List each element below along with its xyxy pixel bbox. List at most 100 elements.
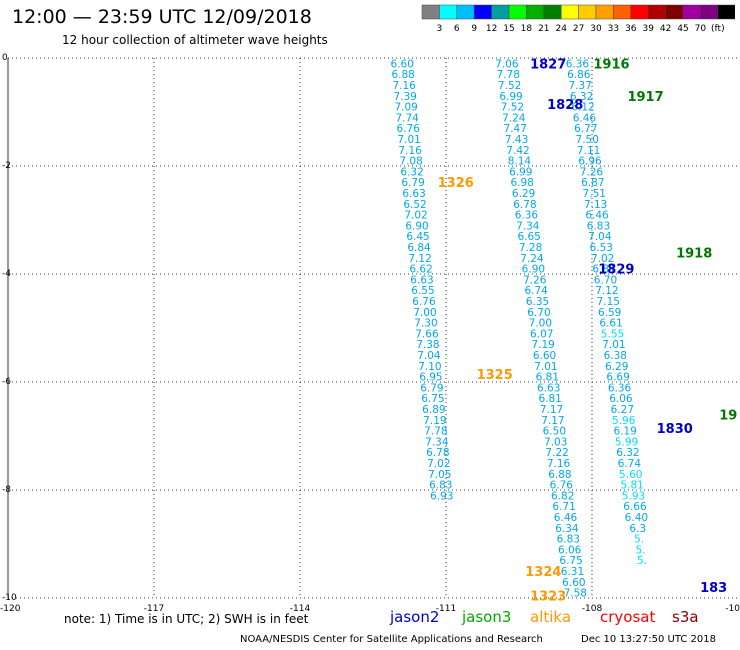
wave-height-value: 6.98: [511, 177, 534, 189]
wave-height-value: 6.36: [566, 58, 590, 70]
wave-height-value: 6.75: [559, 555, 582, 567]
mission-s3a: s3a: [672, 608, 699, 626]
wave-height-value: 6.60: [562, 577, 585, 589]
wave-height-value: 6.63: [402, 188, 425, 200]
wave-height-value: 6.45: [406, 231, 429, 243]
wave-height-value: 6.34: [555, 523, 579, 535]
wave-height-value: 7.13: [584, 199, 607, 211]
colorbar-label: 18: [521, 24, 533, 34]
wave-height-value: 7.02: [404, 210, 427, 222]
wave-height-value: 6.81: [536, 372, 559, 384]
wave-height-value: 7.01: [602, 339, 625, 351]
pass-time-label: 1827: [530, 57, 566, 72]
wave-height-value: 7.02: [427, 458, 450, 470]
wave-height-value: 6.90: [522, 264, 545, 276]
wave-height-value: 8.14: [508, 156, 532, 168]
wave-height-value: 6.95: [419, 372, 442, 384]
y-tick-label: -4: [2, 269, 11, 279]
wave-height-value: 6.06: [558, 544, 582, 556]
wave-height-value: 6.87: [581, 177, 604, 189]
colorbar-label: 42: [660, 24, 671, 34]
wave-height-value: 7.24: [520, 253, 544, 265]
wave-height-value: 7.04: [417, 350, 441, 362]
wave-height-value: 7.26: [580, 166, 604, 178]
colorbar-label: 9: [471, 24, 477, 34]
pass-time-label: 183: [700, 581, 727, 596]
wave-height-value: 6.36: [515, 210, 539, 222]
y-tick-label: -6: [2, 377, 11, 387]
y-tick-label: 0: [2, 53, 8, 63]
wave-height-value: 7.00: [413, 307, 436, 319]
wave-height-value: 7.15: [597, 296, 620, 308]
wave-height-value: 5.60: [619, 469, 642, 481]
wave-height-value: 6.74: [524, 285, 548, 297]
wave-height-value: 6.32: [570, 91, 593, 103]
wave-height-value: 7.43: [505, 134, 528, 146]
mission-cryosat: cryosat: [600, 608, 656, 626]
wave-height-value: 7.30: [414, 318, 437, 330]
y-tick-label: -2: [2, 161, 11, 171]
wave-height-value: 7.19: [531, 339, 554, 351]
wave-height-value: 6.74: [618, 458, 642, 470]
wave-height-value: 6.3: [629, 523, 646, 535]
pass-time-label: 1829: [598, 263, 634, 278]
wave-height-value: 6.86: [567, 69, 591, 81]
wave-height-value: 7.52: [498, 80, 521, 92]
wave-height-value: 7.50: [576, 134, 599, 146]
wave-height-value: 7.19: [423, 415, 446, 427]
wave-height-value: 6.79: [401, 177, 424, 189]
wave-height-value: 6.19: [613, 426, 636, 438]
wave-height-value: 7.28: [519, 242, 542, 254]
chart-subtitle: 12 hour collection of altimeter wave hei…: [62, 33, 328, 47]
colorbar-label: 45: [677, 24, 688, 34]
wave-height-value: 7.24: [502, 112, 526, 124]
wave-height-value: 7.01: [397, 134, 420, 146]
wave-height-value: 7.38: [416, 339, 439, 351]
wave-height-value: 7.26: [523, 274, 547, 286]
colorbar-label: 3: [437, 24, 443, 34]
wave-height-value: 5.81: [620, 480, 643, 492]
colorbar-label: 15: [503, 24, 514, 34]
wave-height-value: 5.: [637, 555, 647, 567]
wave-height-value: 6.50: [543, 426, 566, 438]
wave-height-value: 6.88: [391, 69, 414, 81]
wave-height-value: 6.78: [426, 447, 449, 459]
wave-height-value: 5.99: [615, 436, 638, 448]
wave-height-value: 6.81: [538, 393, 561, 405]
wave-height-value: 5.93: [622, 490, 645, 502]
wave-height-value: 6.81: [592, 264, 615, 276]
wave-height-value: 6.32: [400, 166, 423, 178]
wave-height-value: 6.60: [533, 350, 556, 362]
wave-height-value: 6.99: [509, 166, 532, 178]
wave-height-value: 7.11: [577, 145, 600, 157]
wave-height-value: 6.79: [420, 382, 443, 394]
colorbar-label: 24: [555, 24, 567, 34]
x-tick-label: -120: [0, 604, 21, 614]
wave-height-value: 7.01: [534, 361, 557, 373]
wave-height-value: 6.36: [608, 382, 632, 394]
colorbar-label: 36: [625, 24, 637, 34]
wave-height-value: 6.66: [623, 501, 647, 513]
colorbar-label: (ft): [711, 24, 725, 34]
wave-height-value: 6.63: [410, 274, 433, 286]
wave-height-value: 6.83: [429, 480, 452, 492]
colorbar-label: 30: [590, 24, 602, 34]
wave-height-value: 7.17: [541, 415, 564, 427]
wave-height-value: 6.07: [530, 328, 553, 340]
wave-height-value: 5.: [634, 534, 644, 546]
colorbar-label: 39: [642, 24, 654, 34]
mission-altika: altika: [530, 608, 572, 626]
colorbar-label: 33: [608, 24, 619, 34]
wave-height-value: 6.46: [554, 512, 578, 524]
pass-time-label: 1918: [676, 246, 712, 261]
wave-height-value: 6.38: [604, 350, 627, 362]
x-tick-label: -111: [436, 604, 456, 614]
wave-height-value: 7.04: [588, 231, 612, 243]
wave-height-value: 7.78: [497, 69, 520, 81]
x-tick-label: -108: [582, 604, 603, 614]
wave-height-value: 6.46: [585, 210, 609, 222]
x-tick-label: -114: [290, 604, 311, 614]
wave-height-value: 7.05: [428, 469, 451, 481]
colorbar-swatch: [717, 4, 735, 20]
colorbar-label: 12: [486, 24, 497, 34]
